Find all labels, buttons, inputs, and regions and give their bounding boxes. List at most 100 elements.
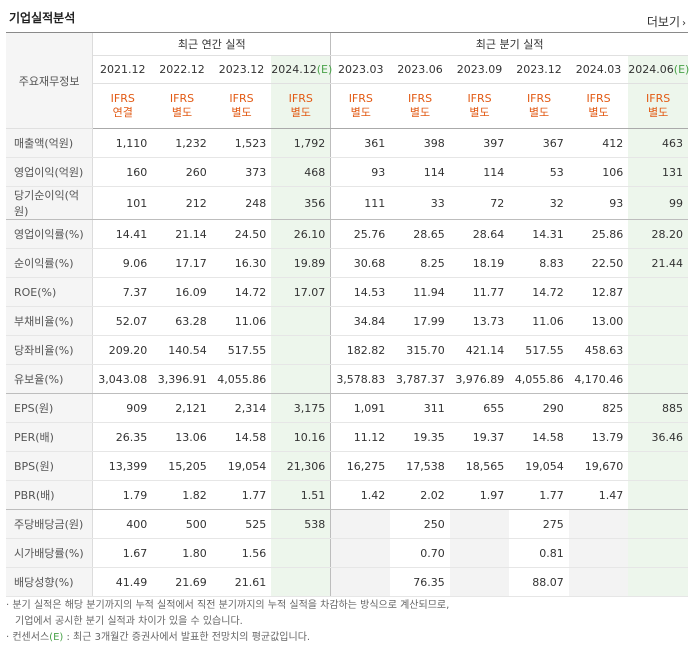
ifrs-label: IFRS 별도: [211, 83, 272, 129]
data-cell: 7.37: [92, 277, 153, 307]
row-label: 영업이익률(%): [6, 219, 94, 249]
data-cell: 14.72: [509, 277, 569, 307]
table-row: 영업이익(억원) 160 260 373 468 93 114 114 53 106 131: [6, 157, 688, 187]
table-row: 매출액(억원) 1,110 1,232 1,523 1,792 361 398 397 367 4…: [6, 128, 688, 158]
data-cell: 315.70: [390, 335, 450, 365]
period-header[interactable]: 2024.03: [568, 55, 629, 84]
data-cell: 2.02: [390, 480, 450, 510]
data-cell: 26.35: [92, 422, 153, 452]
data-cell: 14.58: [509, 422, 569, 452]
data-cell: 21.14: [152, 219, 212, 249]
ifrs-basis: 별도: [469, 106, 490, 119]
row-label: 주당배당금(원): [6, 509, 94, 539]
data-cell: 1.79: [92, 480, 153, 510]
data-cell: [271, 364, 331, 394]
data-cell: 16,275: [330, 451, 391, 481]
data-cell: 114: [449, 157, 510, 187]
data-cell: 367: [509, 128, 569, 158]
ifrs-basis: 별도: [528, 106, 550, 119]
table-row: 영업이익률(%) 14.41 21.14 24.50 26.10 25.76 28.65 28…: [6, 219, 688, 249]
data-cell: 11.77: [449, 277, 510, 307]
period-date: 2023.09: [456, 63, 503, 76]
ifrs-label: IFRS 별도: [509, 83, 569, 129]
table-row: PER(배) 26.35 13.06 14.58 10.16 11.12 19.35 19.3…: [6, 422, 688, 452]
group-annual: 최근 연간 실적: [92, 33, 331, 56]
data-cell: 11.06: [211, 306, 272, 336]
financial-summary-table: 주요재무정보 최근 연간 실적 최근 분기 실적 2021.12 2022.12 2…: [6, 33, 689, 597]
period-header[interactable]: 2023.12: [509, 55, 569, 84]
table-row: 주당배당금(원) 400 500 525 538 250 275: [6, 509, 688, 539]
period-header[interactable]: 2023.06: [390, 55, 450, 84]
data-cell: 2,121: [152, 393, 212, 423]
period-header[interactable]: 2024.06(E): [628, 55, 689, 84]
data-cell: 19.35: [390, 422, 450, 452]
row-label: 시가배당률(%): [6, 538, 94, 568]
data-cell: 8.25: [390, 248, 450, 278]
data-cell: 22.50: [568, 248, 629, 278]
ifrs-basis: 연결: [112, 106, 133, 119]
data-cell: [568, 538, 629, 568]
row-label: 부채비율(%): [6, 306, 94, 336]
period-header[interactable]: 2024.12(E): [271, 55, 332, 84]
footnote-2: · 컨센서스(E) : 최근 3개월간 증권사에서 발표한 전망치의 평균값입니…: [6, 632, 311, 643]
data-cell: 525: [211, 509, 272, 539]
data-cell: [449, 538, 510, 568]
period-header[interactable]: 2023.12: [211, 55, 272, 84]
data-cell: 356: [271, 186, 331, 220]
data-cell: 114: [390, 157, 450, 187]
data-cell: [271, 567, 331, 597]
data-cell: 33: [390, 186, 450, 220]
ifrs-standard: IFRS: [110, 92, 135, 105]
data-cell: 182.82: [330, 335, 391, 365]
table-row: 당기순이익(억원) 101 212 248 356 111 33 72 32 93 99: [6, 186, 688, 220]
period-date: 2024.06: [628, 63, 674, 76]
data-cell: 36.46: [628, 422, 688, 452]
data-cell: 655: [449, 393, 510, 423]
data-cell: 11.06: [509, 306, 569, 336]
data-cell: 373: [211, 157, 272, 187]
table-header: 주요재무정보 최근 연간 실적 최근 분기 실적 2021.12 2022.12 2…: [6, 33, 689, 129]
data-cell: 28.65: [390, 219, 450, 249]
data-cell: [330, 509, 391, 539]
period-header[interactable]: 2023.09: [449, 55, 510, 84]
period-date: 2023.12: [218, 63, 265, 76]
footnote-1: · 분기 실적은 해당 분기까지의 누적 실적에서 직전 분기까지의 누적 실적…: [6, 600, 450, 611]
ifrs-standard: IFRS: [467, 92, 492, 105]
row-label: 순이익률(%): [6, 248, 94, 278]
data-cell: 53: [509, 157, 569, 187]
data-cell: 311: [390, 393, 450, 423]
ifrs-standard: IFRS: [526, 92, 552, 105]
ifrs-basis: 별도: [231, 106, 252, 119]
data-cell: 101: [92, 186, 153, 220]
period-header[interactable]: 2021.12: [92, 55, 153, 84]
footnote-1b-text: 기업에서 공시한 분기 실적과 차이가 있을 수 있습니다.: [15, 616, 243, 627]
period-header[interactable]: 2023.03: [330, 55, 391, 84]
data-cell: [330, 567, 391, 597]
ifrs-label: IFRS 별도: [390, 83, 450, 129]
more-link[interactable]: 더보기 ›: [647, 13, 686, 30]
data-cell: 160: [92, 157, 153, 187]
ifrs-label: IFRS 별도: [449, 83, 510, 129]
ifrs-basis: 별도: [409, 106, 431, 119]
data-cell: [628, 364, 688, 394]
ifrs-basis: 별도: [171, 106, 193, 119]
data-cell: 1.47: [568, 480, 629, 510]
data-cell: 3,976.89: [449, 364, 510, 394]
data-cell: 3,787.37: [390, 364, 450, 394]
data-cell: 398: [390, 128, 450, 158]
data-cell: 99: [628, 186, 688, 220]
row-label: 영업이익(억원): [6, 157, 94, 187]
data-cell: 32: [509, 186, 569, 220]
data-cell: 260: [152, 157, 212, 187]
footnote-1b: 기업에서 공시한 분기 실적과 차이가 있을 수 있습니다.: [6, 614, 449, 630]
data-cell: 21.44: [628, 248, 688, 278]
table-row: 배당성향(%) 41.49 21.69 21.61 76.35 88.07: [6, 567, 688, 597]
table-top-rule: [6, 32, 688, 33]
table-row: 시가배당률(%) 1.67 1.80 1.56 0.70 0.81: [6, 538, 688, 568]
period-header[interactable]: 2022.12: [152, 55, 212, 84]
data-cell: 1.82: [152, 480, 212, 510]
row-label: PER(배): [6, 422, 94, 452]
table-row: 부채비율(%) 52.07 63.28 11.06 34.84 17.99 13.73 11.…: [6, 306, 688, 336]
footnotes: · 분기 실적은 해당 분기까지의 누적 실적에서 직전 분기까지의 누적 실적…: [6, 598, 449, 646]
data-cell: [628, 277, 688, 307]
